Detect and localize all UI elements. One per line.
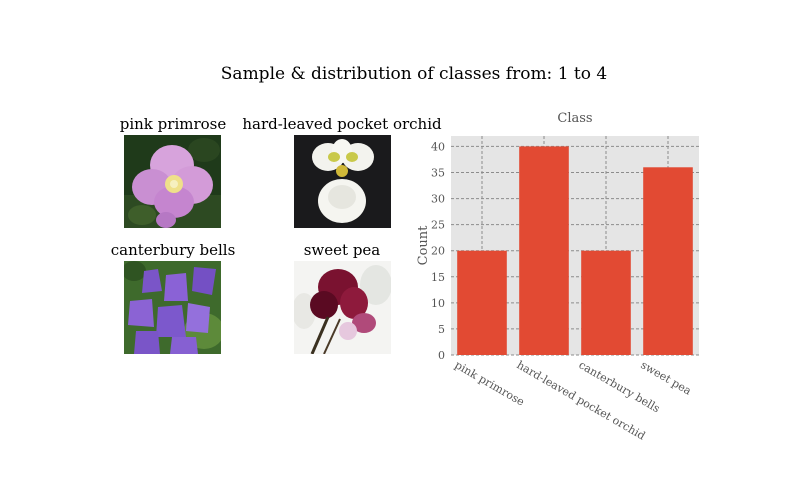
purple-bellflower-image [124,261,221,354]
y-tick-label: 25 [431,219,445,232]
magenta-sweet-pea-image [294,261,391,354]
bar-sweet-pea [643,167,693,355]
y-axis-label: Count [416,225,431,266]
y-tick-label: 10 [431,297,445,310]
y-tick-label: 15 [431,271,445,284]
bar-pink-primrose [457,250,507,355]
bar-hard-leaved-pocket-orchid [519,146,569,355]
pink-primrose-flower-image [124,135,221,228]
chart-title: Class [557,111,592,126]
y-axis-ticks: 0 5 10 15 20 25 30 35 40 [431,140,445,362]
y-tick-label: 20 [431,245,445,258]
y-tick-label: 5 [438,323,445,336]
y-tick-label: 30 [431,193,445,206]
sample-label-canterbury-bells: canterbury bells [110,241,236,259]
sample-label-pink-primrose: pink primrose [119,115,227,133]
white-orchid-flower-image [294,135,391,228]
bar-canterbury-bells [581,250,631,355]
y-tick-label: 0 [438,349,445,362]
sample-label-hard-leaved-pocket-orchid: hard-leaved pocket orchid [242,115,442,133]
x-tick-label: sweet pea [639,358,694,398]
sample-label-sweet-pea: sweet pea [303,241,381,259]
figure-title: Sample & distribution of classes from: 1… [220,64,608,84]
y-tick-label: 40 [431,140,445,153]
y-tick-label: 35 [431,167,445,180]
bars [457,146,693,355]
